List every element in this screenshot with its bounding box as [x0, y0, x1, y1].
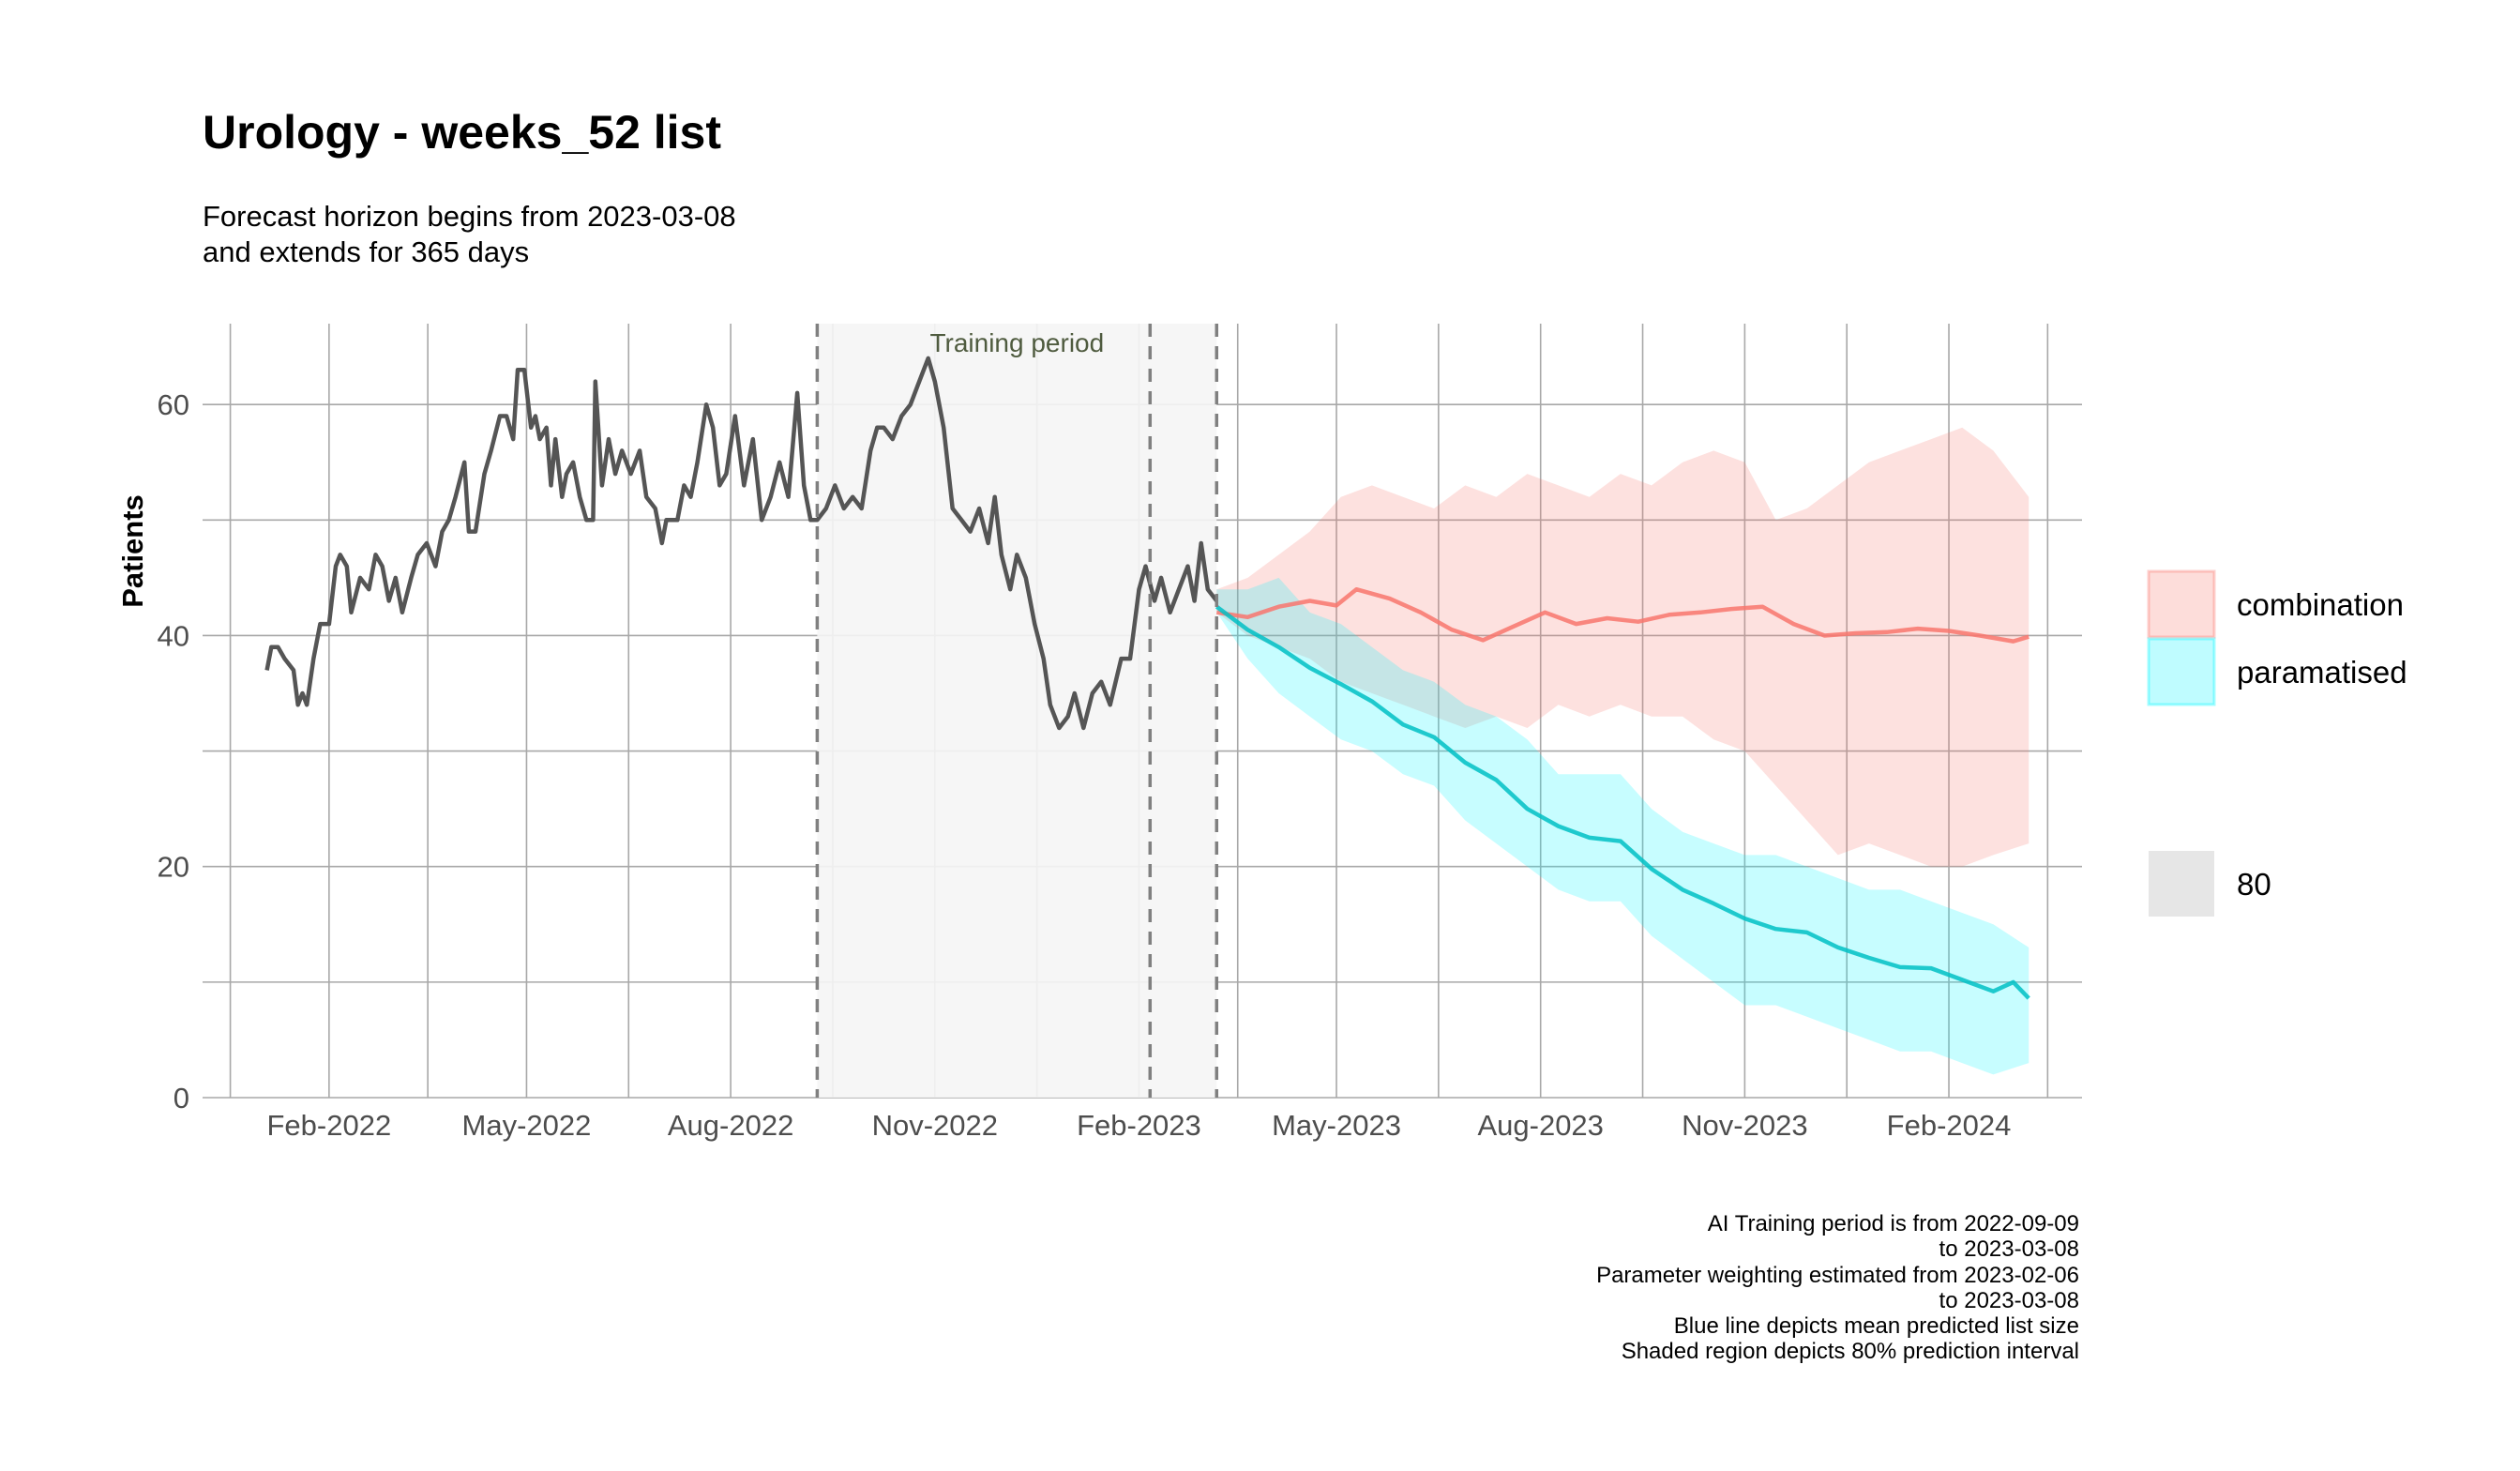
subtitle-line: Forecast horizon begins from 2023-03-08: [203, 200, 736, 233]
y-tick-label: 0: [174, 1082, 189, 1115]
y-axis-title: Patients: [116, 494, 149, 608]
reference-lines-layer: [815, 324, 1219, 1098]
x-tick-label: May-2023: [1272, 1109, 1401, 1142]
axis-labels-layer: Training period 0 20 40 60 Feb-2022 May-2022 Au…: [116, 328, 2011, 1142]
x-tick-label: Feb-2022: [267, 1109, 392, 1142]
caption-line: to 2023-03-08: [1939, 1236, 2079, 1263]
y-tick-label: 60: [158, 388, 189, 421]
legend-swatch-combination: [2147, 569, 2216, 639]
caption-line: Shaded region depicts 80% prediction int…: [1621, 1339, 2079, 1365]
legend-swatch-80: [2149, 851, 2214, 917]
legend-swatch-paramatised: [2147, 637, 2216, 706]
x-tick-label: Feb-2024: [1887, 1109, 2012, 1142]
series-line-combination: [1215, 586, 2030, 644]
series-line-paramatised: [1215, 604, 2030, 1000]
chart-caption: AI Training period is from 2022-09-09 to…: [1596, 1211, 2079, 1365]
series-line-observed: [264, 356, 1219, 731]
x-tick-label: Aug-2023: [1477, 1109, 1603, 1142]
caption-line: AI Training period is from 2022-09-09: [1707, 1211, 2079, 1236]
caption-line: Parameter weighting estimated from 2023-…: [1596, 1262, 2079, 1288]
x-tick-label: May-2022: [462, 1109, 592, 1142]
subtitle-line: and extends for 365 days: [203, 235, 530, 268]
x-tick-label: Nov-2023: [1682, 1109, 1807, 1142]
interval-bands-layer: [1216, 427, 2030, 1075]
x-tick-label: Aug-2022: [668, 1109, 793, 1142]
band-paramatised: [1216, 577, 2030, 1075]
training-period-shade: [817, 324, 1217, 1098]
series-lines-layer: [264, 356, 2030, 1000]
y-tick-label: 20: [158, 851, 189, 884]
caption-line: to 2023-03-08: [1939, 1287, 2079, 1313]
training-period-label: Training period: [929, 328, 1104, 357]
caption-line: Blue line depicts mean predicted list si…: [1673, 1313, 2079, 1340]
training-shade-layer: [817, 324, 1217, 1098]
x-tick-label: Nov-2022: [872, 1109, 998, 1142]
legend-label-combination: combination: [2237, 587, 2404, 622]
x-tick-label: Feb-2023: [1077, 1109, 1201, 1142]
chart-subtitle: Forecast horizon begins from 2023-03-08 …: [203, 199, 736, 270]
legend: combination paramatised 80: [2147, 569, 2407, 917]
legend-label-80: 80: [2237, 867, 2271, 902]
legend-label-paramatised: paramatised: [2237, 655, 2407, 690]
band-combination: [1216, 427, 2030, 867]
chart-title: Urology - weeks_52 list: [203, 106, 722, 159]
y-tick-label: 40: [158, 619, 189, 652]
